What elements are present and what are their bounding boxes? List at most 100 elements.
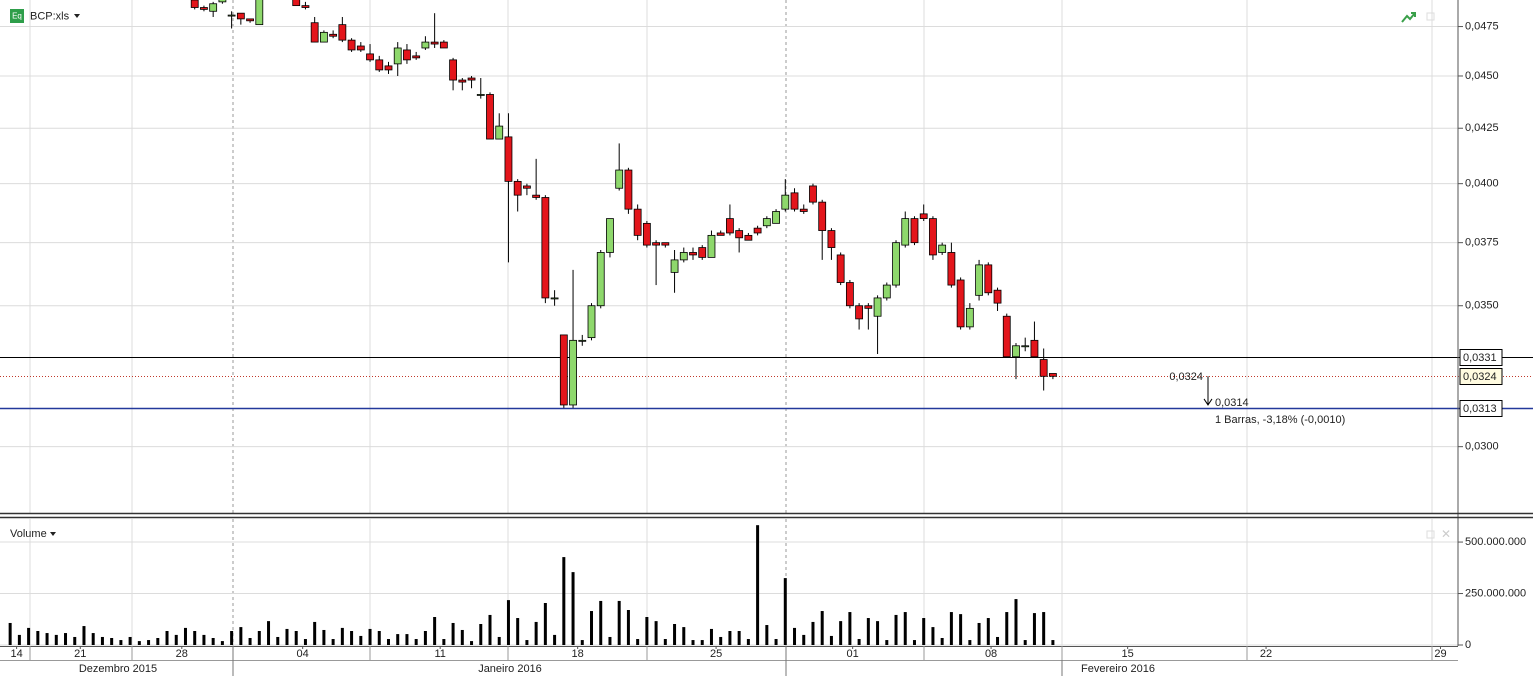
volume-bar bbox=[8, 622, 12, 645]
volume-bar bbox=[442, 639, 446, 645]
dropdown-arrow[interactable] bbox=[74, 14, 80, 18]
candle-body bbox=[901, 218, 910, 246]
volume-bar bbox=[405, 634, 409, 645]
volume-bar bbox=[534, 621, 538, 645]
volume-bar bbox=[857, 639, 861, 645]
dropdown-arrow[interactable] bbox=[50, 532, 56, 536]
trend-icon[interactable] bbox=[1401, 12, 1416, 23]
x-tick-label: 11 bbox=[434, 648, 445, 660]
volume-header[interactable]: Volume bbox=[10, 528, 56, 540]
candle-body bbox=[559, 334, 568, 406]
candle-body bbox=[255, 0, 264, 26]
volume-bar bbox=[396, 634, 400, 645]
candle-body bbox=[495, 125, 504, 140]
x-tick-label: 28 bbox=[176, 648, 188, 660]
level-tag-label: 0,0313 bbox=[1463, 403, 1497, 415]
candle-body bbox=[892, 242, 900, 286]
candle-body bbox=[882, 284, 891, 299]
volume-bar bbox=[866, 618, 870, 645]
candle-body bbox=[329, 33, 338, 37]
candle-body bbox=[301, 5, 310, 8]
candle-body bbox=[799, 208, 808, 212]
candle-body bbox=[633, 208, 642, 236]
candle-body bbox=[541, 197, 550, 299]
candle-body bbox=[606, 218, 614, 253]
y-tick-label: 500.000.000 bbox=[1465, 536, 1526, 548]
chart-title[interactable]: BCP:xls bbox=[30, 10, 70, 22]
candle-body bbox=[227, 14, 236, 17]
volume-bar bbox=[746, 639, 750, 645]
candle-body bbox=[596, 252, 605, 307]
volume-bar bbox=[460, 629, 464, 645]
volume-bar bbox=[571, 572, 575, 645]
volume-bar bbox=[1032, 613, 1036, 645]
candle-body bbox=[689, 252, 697, 256]
candle-body bbox=[864, 305, 873, 309]
volume-bar bbox=[553, 634, 557, 645]
candle-body bbox=[366, 53, 374, 61]
symbol-icon bbox=[10, 9, 24, 23]
y-tick-label: 0,0450 bbox=[1465, 70, 1499, 82]
x-tick-label: 08 bbox=[985, 648, 997, 660]
candle-body bbox=[578, 339, 587, 342]
y-tick-label: 0,0475 bbox=[1465, 20, 1499, 32]
x-tick-label: 15 bbox=[1122, 648, 1134, 660]
volume-bar bbox=[580, 640, 584, 645]
volume-bar bbox=[543, 603, 547, 645]
volume-bar bbox=[156, 638, 160, 645]
volume-bar bbox=[248, 638, 252, 645]
volume-title[interactable]: Volume bbox=[10, 528, 47, 540]
candle-body bbox=[855, 305, 864, 320]
volume-bar bbox=[350, 631, 354, 645]
volume-bar bbox=[239, 627, 243, 645]
level-tag bbox=[1459, 349, 1503, 366]
candle-body bbox=[513, 180, 522, 196]
candle-body bbox=[809, 185, 817, 203]
candle-body bbox=[938, 244, 947, 253]
candle-body bbox=[873, 297, 882, 317]
volume-bar bbox=[230, 631, 234, 645]
candle-body bbox=[209, 3, 218, 12]
volume-bar bbox=[894, 614, 898, 645]
volume-bar bbox=[829, 635, 833, 645]
volume-bar bbox=[17, 634, 21, 645]
volume-bar bbox=[211, 638, 215, 645]
volume-bar bbox=[183, 627, 187, 645]
volume-bar bbox=[765, 625, 769, 645]
chart-header[interactable]: Eq BCP:xls bbox=[10, 9, 80, 23]
volume-bar bbox=[986, 618, 990, 645]
level-tag bbox=[1459, 400, 1503, 417]
candle-body bbox=[218, 0, 227, 3]
volume-bar bbox=[1051, 640, 1055, 645]
volume-bar bbox=[525, 640, 529, 645]
volume-bar bbox=[737, 631, 741, 645]
candle-body bbox=[449, 59, 457, 81]
volume-bar bbox=[73, 636, 77, 645]
close-button[interactable]: ✕ bbox=[1441, 527, 1451, 541]
candle-body bbox=[642, 222, 651, 246]
volume-bar bbox=[202, 634, 206, 645]
volume-bar bbox=[608, 636, 612, 645]
symbol-icon-text: Eq bbox=[12, 12, 22, 21]
x-tick-label: 25 bbox=[710, 648, 722, 660]
candle-body bbox=[753, 227, 762, 234]
candle-body bbox=[929, 218, 937, 256]
candle-body bbox=[458, 79, 467, 83]
volume-bar bbox=[414, 639, 418, 645]
month-label: Janeiro 2016 bbox=[478, 663, 542, 675]
y-tick-label: 0,0425 bbox=[1465, 122, 1499, 134]
volume-bar bbox=[700, 640, 704, 645]
volume-bar bbox=[848, 612, 852, 645]
volume-bar bbox=[137, 641, 141, 645]
candle-body bbox=[347, 39, 356, 51]
volume-bar bbox=[423, 631, 427, 645]
volume-bar bbox=[174, 634, 178, 645]
candle-body bbox=[476, 94, 485, 96]
candle-body bbox=[679, 252, 688, 261]
measure-from-label: 0,0324 bbox=[1169, 371, 1203, 383]
volume-bar bbox=[497, 636, 501, 645]
level-tag-label: 0,0324 bbox=[1463, 371, 1497, 383]
window-button[interactable] bbox=[1426, 12, 1435, 21]
level-tag bbox=[1459, 368, 1503, 385]
window-button[interactable] bbox=[1426, 530, 1435, 539]
